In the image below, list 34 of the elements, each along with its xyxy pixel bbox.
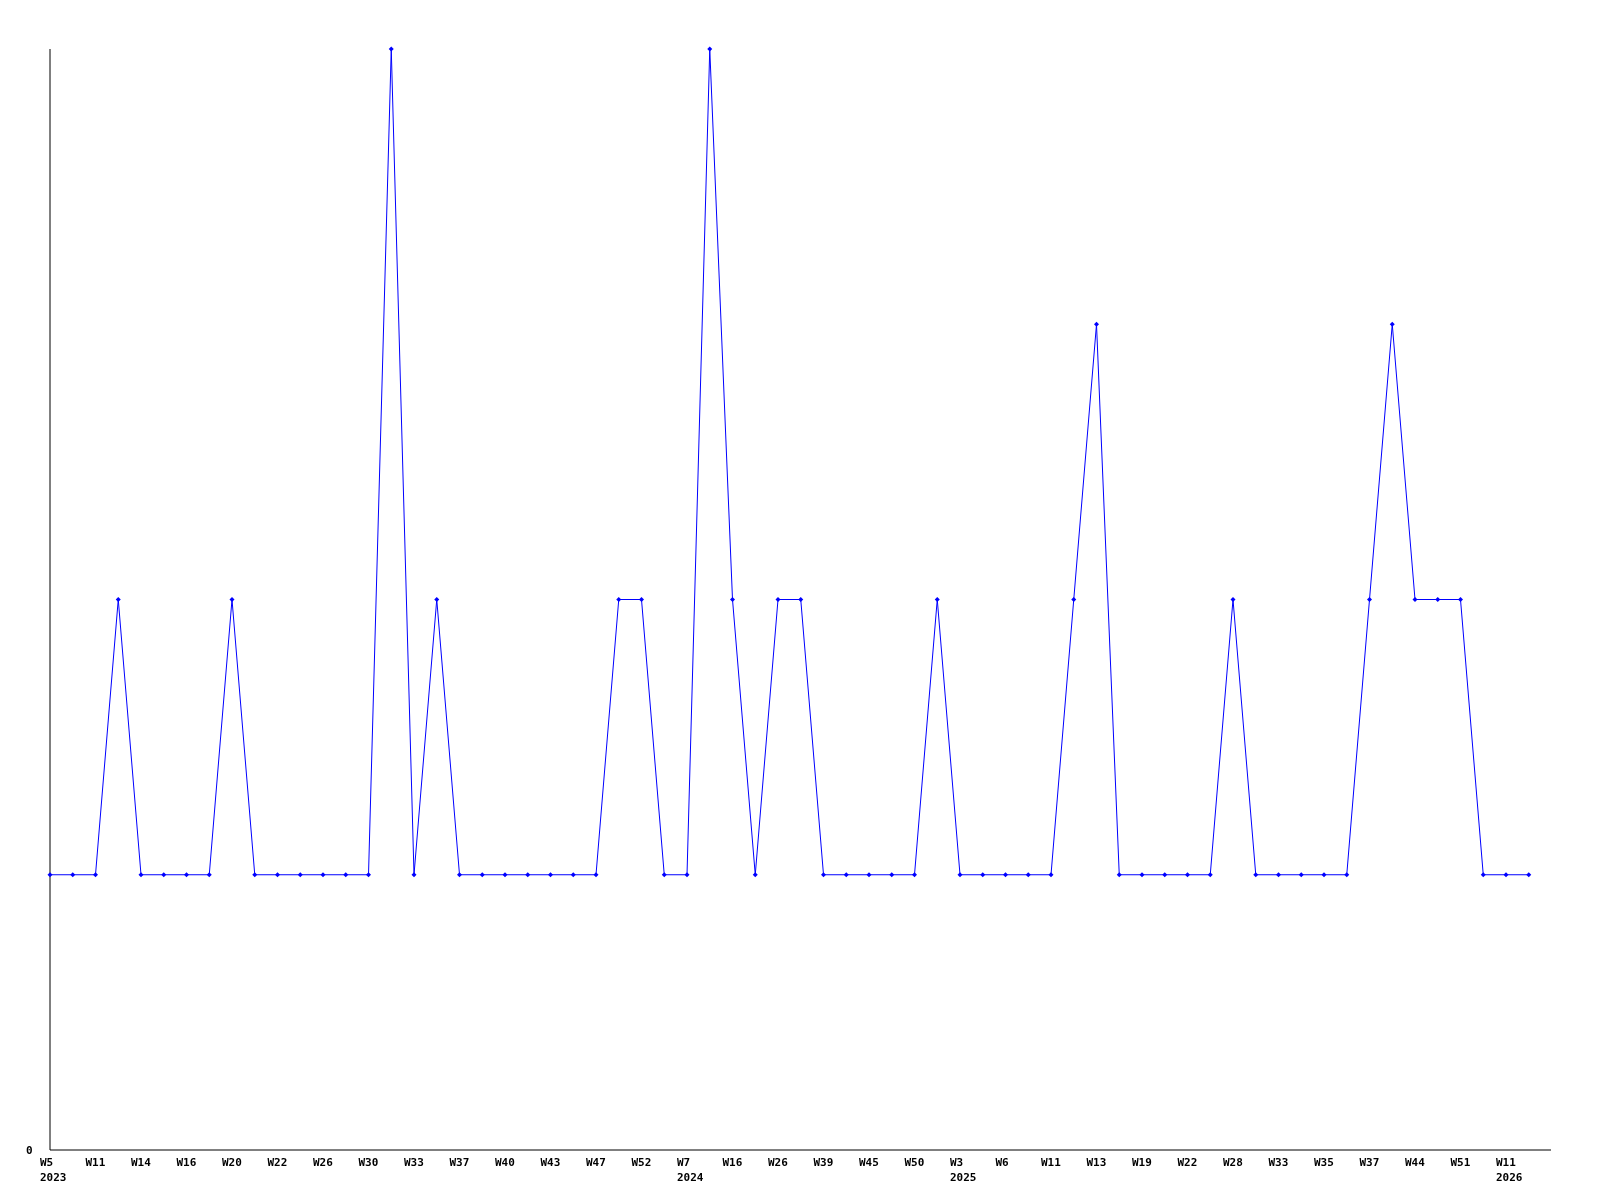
- x-tick-label: W43: [540, 1156, 561, 1169]
- x-tick-label: W39: [813, 1156, 834, 1169]
- x-tick-label: W30: [358, 1156, 379, 1169]
- x-tick-label: W44: [1405, 1156, 1426, 1169]
- x-tick-label: W16: [722, 1156, 743, 1169]
- x-tick-label: W26: [313, 1156, 334, 1169]
- x-tick-label: W52: [631, 1156, 652, 1169]
- x-tick-label: W37: [1359, 1156, 1380, 1169]
- x-tick-label: W13: [1086, 1156, 1107, 1169]
- x-tick-label: W37: [449, 1156, 470, 1169]
- x-tick-label: W19: [1132, 1156, 1152, 1169]
- x-tick-label: W45: [859, 1156, 879, 1169]
- x-tick-label: W11 2026: [1496, 1156, 1523, 1184]
- x-tick-label: W33: [404, 1156, 424, 1169]
- x-tick-label: W51: [1450, 1156, 1471, 1169]
- x-tick-label: W11: [1041, 1156, 1062, 1169]
- x-tick-label: W16: [176, 1156, 197, 1169]
- x-tick-label: W11: [85, 1156, 106, 1169]
- x-tick-label: W47: [586, 1156, 606, 1169]
- x-tick-label: W7 2024: [677, 1156, 704, 1184]
- text: 0: [26, 1144, 33, 1157]
- x-tick-label: W5 2023: [40, 1156, 67, 1184]
- x-tick-label: W33: [1268, 1156, 1289, 1169]
- x-tick-label: W40: [495, 1156, 515, 1169]
- x-tick-label: W20: [222, 1156, 242, 1169]
- x-tick-label: W28: [1223, 1156, 1243, 1169]
- x-tick-label: W6: [995, 1156, 1010, 1169]
- x-tick-label: W26: [768, 1156, 789, 1169]
- x-tick-label: W35: [1314, 1156, 1334, 1169]
- x-tick-label: W14: [131, 1156, 152, 1169]
- x-tick-label: W22: [267, 1156, 288, 1169]
- x-tick-label: W3 2025: [950, 1156, 977, 1184]
- x-tick-label: W50: [904, 1156, 925, 1169]
- x-tick-label: W22: [1177, 1156, 1198, 1169]
